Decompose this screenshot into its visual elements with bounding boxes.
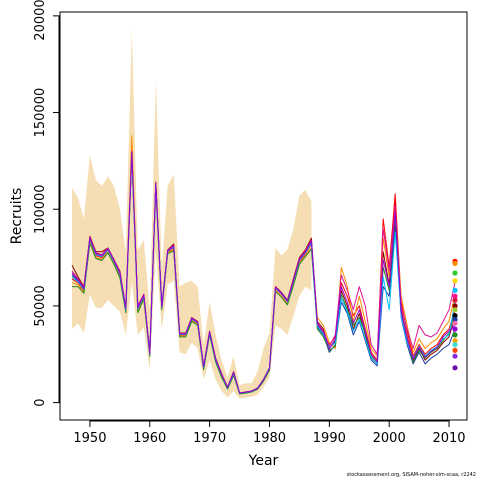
endpoint-marker-19 [452,365,458,371]
endpoint-marker-9 [452,307,458,313]
endpoint-marker-18 [452,353,458,359]
endpoint-marker-16 [452,342,458,348]
endpoint-marker-10 [452,313,458,319]
y-axis: 0 50000 100000 150000 200000 [33,0,60,407]
endpoint-marker-15 [452,338,458,344]
endpoint-marker-8 [452,303,458,309]
endpoint-marker-13 [452,326,458,332]
uncertainty-band [72,29,312,399]
x-tick-label: 1990 [313,431,346,446]
plot-frame [59,11,468,421]
endpoint-marker-12 [452,320,458,326]
series-line-8 [71,151,456,394]
x-axis-label: Year [248,453,279,469]
x-tick-label: 1960 [133,431,166,446]
endpoint-marker-6 [452,293,458,299]
x-tick-label: 2000 [373,431,406,446]
y-axis-label: Recruits [9,188,25,245]
endpoint-marker-3 [452,270,458,276]
confidence-band [72,29,312,399]
endpoint-marker-17 [452,347,458,353]
x-axis: 1950 1960 1970 1980 1990 2000 2010 [73,420,466,446]
endpoint-marker-4 [452,278,458,284]
x-tick-label: 1950 [73,431,106,446]
y-tick-label: 50000 [33,285,48,326]
series-lines [71,135,456,395]
x-tick-label: 1980 [253,431,286,446]
endpoint-markers [452,258,458,371]
endpoint-marker-7 [452,297,458,303]
endpoint-marker-2 [452,260,458,266]
endpoint-marker-5 [452,287,458,293]
endpoint-marker-11 [452,316,458,323]
source-credit: stockassessment.org, SISAM-noher-sim-sca… [346,472,476,478]
y-tick-label: 100000 [33,184,48,234]
endpoint-marker-14 [452,332,458,338]
x-tick-label: 2010 [432,431,465,446]
y-tick-label: 150000 [33,88,48,138]
y-tick-label: 200000 [33,0,48,41]
x-tick-label: 1970 [193,431,226,446]
y-tick-label: 0 [33,398,48,406]
